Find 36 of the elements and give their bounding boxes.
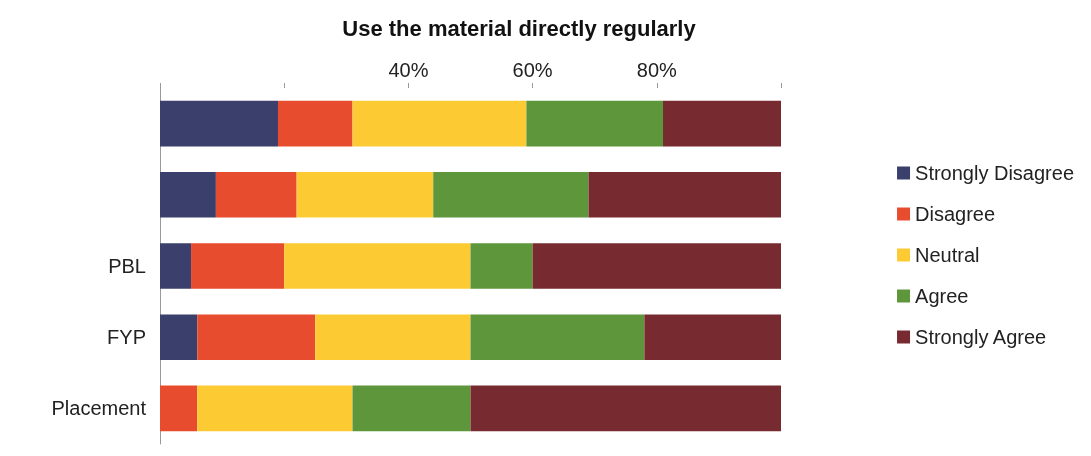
bar	[352, 385, 471, 432]
y-tick-label: Placement	[51, 397, 147, 420]
legend-label: Disagree	[915, 203, 996, 225]
bar	[315, 314, 471, 360]
bar	[197, 314, 316, 360]
bar	[160, 243, 192, 289]
bar	[197, 385, 353, 432]
bar	[352, 100, 527, 147]
chart-title: Use the material directly regularly	[342, 15, 697, 41]
bar	[160, 385, 198, 432]
x-tick-label: 40%	[388, 59, 429, 81]
legend-label: Strongly Agree	[915, 326, 1047, 348]
bar	[644, 314, 781, 360]
bar	[470, 385, 781, 432]
bar	[532, 243, 781, 289]
y-tick-label: FYP	[107, 326, 146, 349]
bar	[296, 172, 434, 218]
bar	[470, 314, 645, 360]
bar	[160, 172, 216, 218]
x-tick-label: 60%	[512, 59, 553, 81]
bar	[284, 243, 471, 289]
legend-label: Agree	[915, 285, 969, 307]
bar	[215, 172, 297, 218]
bar	[160, 100, 278, 147]
bar	[277, 100, 353, 147]
legend-label: Strongly Disagree	[915, 162, 1074, 184]
bar	[663, 100, 781, 147]
bar	[588, 172, 781, 218]
bar	[433, 172, 589, 218]
bar	[160, 314, 198, 360]
x-tick-label: 80%	[636, 59, 678, 81]
y-tick-label: PBL	[108, 255, 146, 277]
legend-label: Neutral	[915, 244, 980, 266]
bar	[526, 100, 664, 147]
bar	[470, 243, 533, 289]
bar	[191, 243, 285, 289]
